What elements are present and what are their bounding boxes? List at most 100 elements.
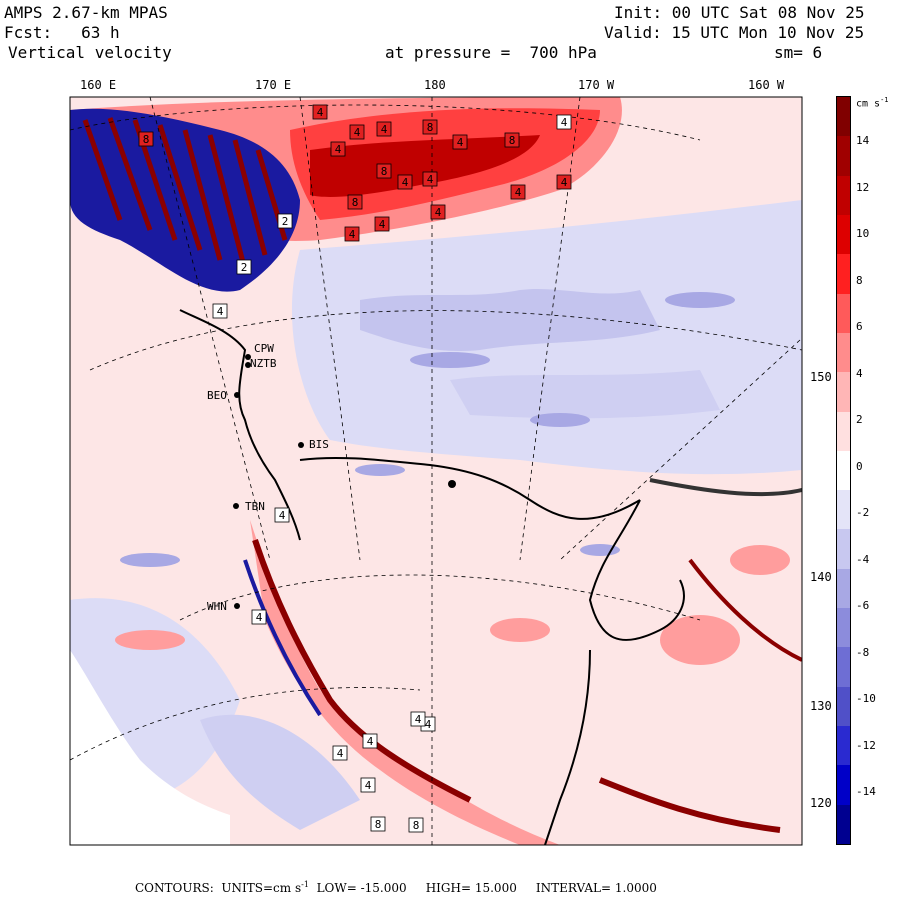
colorbar-tick-label: 0 (856, 460, 863, 473)
contour-label: 4 (374, 216, 390, 232)
wave-streaks (82, 117, 288, 271)
contour-label: 4 (430, 204, 446, 220)
station-nztb: NZTB (250, 357, 277, 370)
contour-label: 4 (330, 141, 346, 157)
station-cpw: CPW (254, 342, 274, 355)
svg-text:2: 2 (282, 215, 289, 228)
colorbar-segment (837, 804, 850, 844)
contour-label: 8 (138, 131, 154, 147)
descent-patches (120, 292, 735, 567)
contour-label: 4 (422, 171, 438, 187)
descent-band (360, 288, 660, 351)
colorbar-tick-label: -2 (856, 506, 870, 519)
svg-text:8: 8 (375, 818, 382, 831)
colorbar-tick-label: -10 (856, 692, 876, 705)
svg-text:4: 4 (415, 713, 422, 726)
contour-label: 4 (360, 777, 376, 793)
svg-text:2: 2 (241, 261, 248, 274)
lon-label-180: 180 (424, 78, 446, 92)
contour-label: 4 (452, 134, 468, 150)
colorbar-segment (837, 450, 850, 491)
tam-wave-streaks (243, 478, 802, 845)
colorbar-segment (837, 372, 850, 412)
footer-contour-info: CONTOURS: UNITS=cm s-1 LOW= -15.000 HIGH… (135, 880, 657, 895)
colorbar-segment (837, 175, 850, 215)
lon-label-160w: 160 W (748, 78, 785, 92)
svg-text:4: 4 (425, 718, 432, 731)
contour-label: 4 (251, 609, 267, 625)
svg-text:4: 4 (515, 186, 522, 199)
svg-text:4: 4 (381, 123, 388, 136)
contour-label: 4 (349, 124, 365, 140)
colorbar-segment (837, 332, 850, 373)
contour-label: 4 (410, 711, 426, 727)
colorbar-tick-label: 2 (856, 413, 863, 426)
colorbar-tick-label: 8 (856, 274, 863, 287)
svg-text:8: 8 (381, 165, 388, 178)
colorbar-segment (837, 214, 850, 255)
svg-text:4: 4 (337, 747, 344, 760)
contour-label: 8 (504, 132, 520, 148)
svg-text:8: 8 (427, 121, 434, 134)
contour-label: 4 (212, 303, 228, 319)
colorbar-unit: cm s-1 (856, 96, 889, 110)
colorbar-segment (837, 608, 850, 648)
contour-label: 4 (344, 226, 360, 242)
station-whn: WHN (207, 600, 227, 613)
contour-label: 8 (422, 119, 438, 135)
station-bis: BIS (309, 438, 329, 451)
contour-label: 8 (376, 163, 392, 179)
station-dots (233, 354, 456, 609)
colorbar-tick-label: -12 (856, 739, 876, 752)
contour-label: 4 (362, 733, 378, 749)
svg-text:4: 4 (335, 143, 342, 156)
lon-label-170w: 170 W (578, 78, 615, 92)
pressure-level: at pressure = 700 hPa (385, 43, 597, 62)
valid-time: Valid: 15 UTC Mon 10 Nov 25 (604, 23, 865, 42)
colorbar-segment (837, 97, 850, 137)
forecast-hour: Fcst: 63 h (4, 23, 120, 42)
colorbar-segment (837, 765, 850, 805)
svg-text:4: 4 (561, 116, 568, 129)
no-data-area (70, 650, 230, 845)
svg-text:4: 4 (561, 176, 568, 189)
graticule (70, 97, 802, 845)
svg-text:4: 4 (279, 509, 286, 522)
colorbar-segment (837, 686, 850, 726)
colorbar-segment (837, 136, 850, 176)
contour-label: 4 (397, 174, 413, 190)
lon-label-160e: 160 E (80, 78, 117, 92)
svg-text:4: 4 (354, 126, 361, 139)
svg-text:4: 4 (365, 779, 372, 792)
svg-text:8: 8 (352, 196, 359, 209)
colorbar-segment (837, 254, 850, 294)
contour-label: 4 (556, 114, 572, 130)
colorbar-segment (837, 293, 850, 333)
contour-label: 8 (408, 817, 424, 833)
colorbar-tick-label: -6 (856, 599, 870, 612)
colorbar-segment (837, 647, 850, 687)
contour-label: 8 (370, 816, 386, 832)
svg-text:8: 8 (413, 819, 420, 832)
map-frame (69, 96, 803, 846)
init-time: Init: 00 UTC Sat 08 Nov 25 (614, 3, 865, 22)
model-title: AMPS 2.67-km MPAS (4, 3, 168, 22)
contour-label: 4 (312, 104, 328, 120)
contour-label: 2 (277, 213, 293, 229)
svg-text:4: 4 (427, 173, 434, 186)
contour-label: 4 (556, 174, 572, 190)
colorbar-tick-label: -4 (856, 553, 870, 566)
svg-text:4: 4 (435, 206, 442, 219)
colorbar-tick-label: -14 (856, 785, 876, 798)
svg-text:4: 4 (256, 611, 263, 624)
colorbar-tick-label: 10 (856, 227, 870, 240)
svg-text:4: 4 (457, 136, 464, 149)
ascent-max (310, 135, 540, 197)
colorbar-tick-label: 4 (856, 367, 863, 380)
colorbar-segment (837, 529, 850, 569)
lon-label-170e: 170 E (255, 78, 292, 92)
svg-text:4: 4 (317, 106, 324, 119)
s-descent (200, 714, 360, 830)
station-tbn: TBN (245, 500, 265, 513)
